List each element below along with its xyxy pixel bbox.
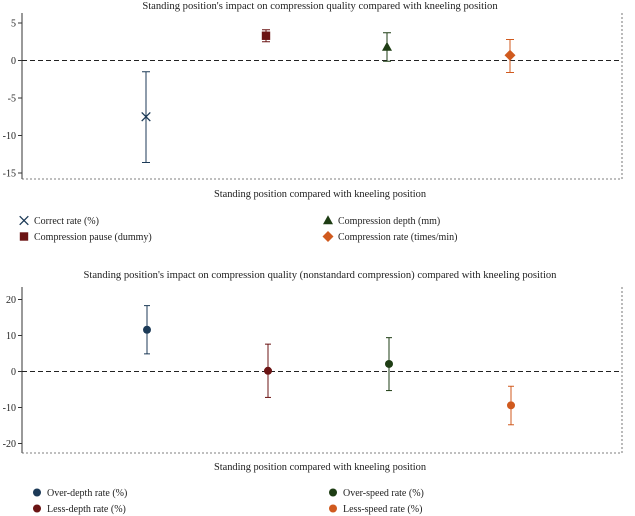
legend-label: Compression rate (times/min) [338,232,457,243]
chart-title: Standing position's impact on compressio… [84,270,558,281]
y-tick-label: -10 [3,403,16,414]
series-4 [507,385,515,426]
y-tick-label: 0 [11,56,16,67]
legend-marker [33,488,41,497]
point-estimate [143,325,151,334]
series-3 [385,337,393,392]
y-tick-label: -20 [3,439,16,450]
legend-marker [322,231,334,242]
x-axis-label: Standing position compared with kneeling… [214,462,427,473]
legend-item: Compression pause (dummy) [19,232,152,243]
series-4 [504,39,516,73]
y-tick-label: -10 [3,131,16,142]
legend-item: Less-speed rate (%) [329,504,422,515]
y-tick-label: -15 [3,169,16,180]
x-axis-label: Standing position compared with kneeling… [214,189,427,200]
legend-item: Compression rate (times/min) [322,231,457,243]
legend-marker [323,215,333,225]
legend-label: Correct rate (%) [34,216,99,227]
legend-label: Over-depth rate (%) [47,488,127,499]
chart-2: Standing position's impact on compressio… [3,270,623,515]
point-estimate [141,111,151,122]
legend-marker [19,215,29,226]
legend-item: Over-depth rate (%) [33,488,127,499]
chart-title: Standing position's impact on compressio… [142,1,498,12]
point-estimate [507,401,515,410]
legend-item: Over-speed rate (%) [329,488,424,499]
legend-label: Less-depth rate (%) [47,504,126,515]
y-tick-label: 20 [6,295,16,306]
legend-marker [329,504,337,513]
point-estimate [382,41,392,51]
series-1 [141,71,151,163]
series-2 [261,29,271,43]
legend-marker [19,232,29,241]
legend-label: Over-speed rate (%) [343,488,424,499]
legend: Over-depth rate (%) Less-depth rate (%) Ov… [33,488,424,515]
y-tick-label: 5 [11,19,16,30]
point-estimate [264,366,272,375]
series-3 [382,32,392,62]
legend: Correct rate (%) Compression pause (dummy… [19,215,457,243]
legend-marker [329,488,337,497]
y-tick-label: -5 [8,94,16,105]
point-estimate [504,49,516,61]
series-2 [264,343,272,398]
point-estimate [261,31,271,40]
legend-item: Correct rate (%) [19,215,99,227]
point-estimate [385,359,393,368]
y-tick-label: 0 [11,367,16,378]
chart-1: Standing position's impact on compressio… [3,1,623,243]
series-1 [143,305,151,355]
legend-marker [33,504,41,513]
legend-label: Compression pause (dummy) [34,232,152,243]
legend-label: Less-speed rate (%) [343,504,422,515]
legend-label: Compression depth (mm) [338,216,440,227]
legend-item: Compression depth (mm) [323,215,440,227]
y-tick-label: 10 [6,331,16,342]
legend-item: Less-depth rate (%) [33,504,126,515]
